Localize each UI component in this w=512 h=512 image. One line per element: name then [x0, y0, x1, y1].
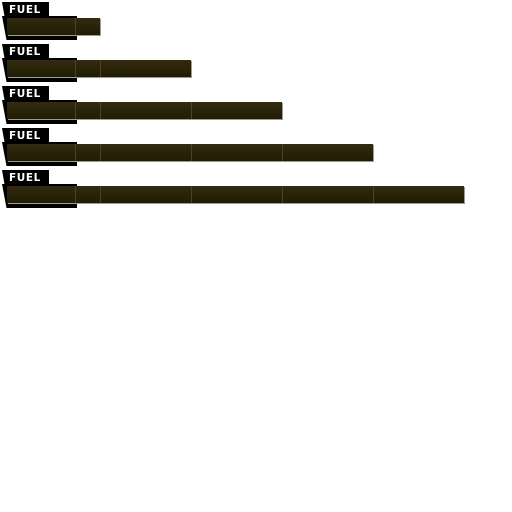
fuel-label: FUEL: [9, 46, 41, 58]
fuel-segment-divider: [75, 60, 76, 77]
fuel-segment-divider: [100, 144, 101, 161]
fuel-label-tab: [2, 86, 49, 102]
fuel-label: FUEL: [9, 4, 41, 16]
fuel-segment-divider: [191, 186, 192, 203]
fuel-segment-divider: [191, 144, 192, 161]
fuel-level-bar: [7, 102, 282, 119]
fuel-level-bar: [7, 186, 464, 203]
fuel-level-bar: [7, 60, 191, 77]
fuel-gauge-level-4: FUEL: [0, 126, 512, 166]
fuel-segment-divider: [282, 186, 283, 203]
fuel-segment-divider: [282, 144, 283, 161]
fuel-label-tab: [2, 44, 49, 60]
fuel-label-tab: [2, 128, 49, 144]
fuel-segment-divider: [75, 102, 76, 119]
fuel-label: FUEL: [9, 130, 41, 142]
fuel-level-bar: [7, 144, 373, 161]
fuel-segment-divider: [373, 186, 374, 203]
fuel-segment-divider: [100, 60, 101, 77]
fuel-segment-divider: [75, 144, 76, 161]
fuel-segment-divider: [75, 186, 76, 203]
fuel-level-bar: [7, 18, 100, 35]
fuel-segment-divider: [100, 186, 101, 203]
fuel-gauge-level-3: FUEL: [0, 84, 512, 124]
fuel-segment-divider: [75, 18, 76, 35]
fuel-label: FUEL: [9, 88, 41, 100]
fuel-gauge-level-1: FUEL: [0, 0, 512, 40]
fuel-gauge-level-5: FUEL: [0, 168, 512, 208]
fuel-label-tab: [2, 2, 49, 18]
fuel-label: FUEL: [9, 172, 41, 184]
fuel-label-tab: [2, 170, 49, 186]
fuel-segment-divider: [191, 102, 192, 119]
fuel-segment-divider: [100, 102, 101, 119]
fuel-gauge-level-2: FUEL: [0, 42, 512, 82]
